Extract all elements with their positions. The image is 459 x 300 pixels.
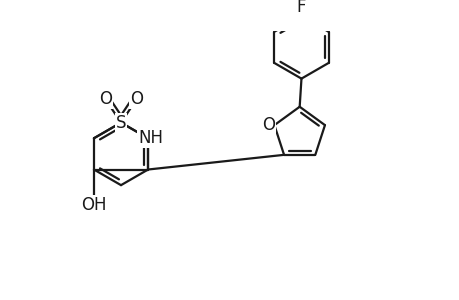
Text: O: O <box>99 90 112 108</box>
Text: OH: OH <box>81 196 106 214</box>
Text: F: F <box>296 0 306 16</box>
Text: O: O <box>262 116 275 134</box>
Text: NH: NH <box>138 129 163 147</box>
Text: O: O <box>130 90 143 108</box>
Text: S: S <box>116 114 126 132</box>
